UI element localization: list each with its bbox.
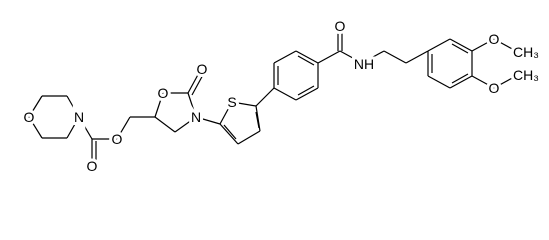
- atom-label: O: [112, 131, 123, 147]
- atom-label: O: [24, 109, 35, 125]
- atom-label: N: [74, 109, 84, 125]
- bonds: [28, 28, 517, 164]
- atom-label: O: [489, 80, 500, 96]
- atom-label: NH: [354, 56, 374, 72]
- molecule: O N O O O O N S O NH O CH₃ O CH₃: [21, 15, 542, 175]
- atom-label: CH₃: [513, 44, 539, 60]
- atom-label: O: [87, 158, 98, 174]
- atom-label: N: [191, 109, 201, 125]
- atom-label: S: [227, 94, 236, 110]
- atom-labels: O N O O O O N S O NH O CH₃ O CH₃: [21, 15, 542, 175]
- atom-label: O: [158, 85, 169, 101]
- atom-label: CH₃: [513, 67, 539, 83]
- structure-diagram: O N O O O O N S O NH O CH₃ O CH₃: [21, 15, 542, 175]
- atom-label: O: [335, 18, 346, 34]
- atom-label: O: [197, 61, 208, 77]
- atom-label: O: [489, 31, 500, 47]
